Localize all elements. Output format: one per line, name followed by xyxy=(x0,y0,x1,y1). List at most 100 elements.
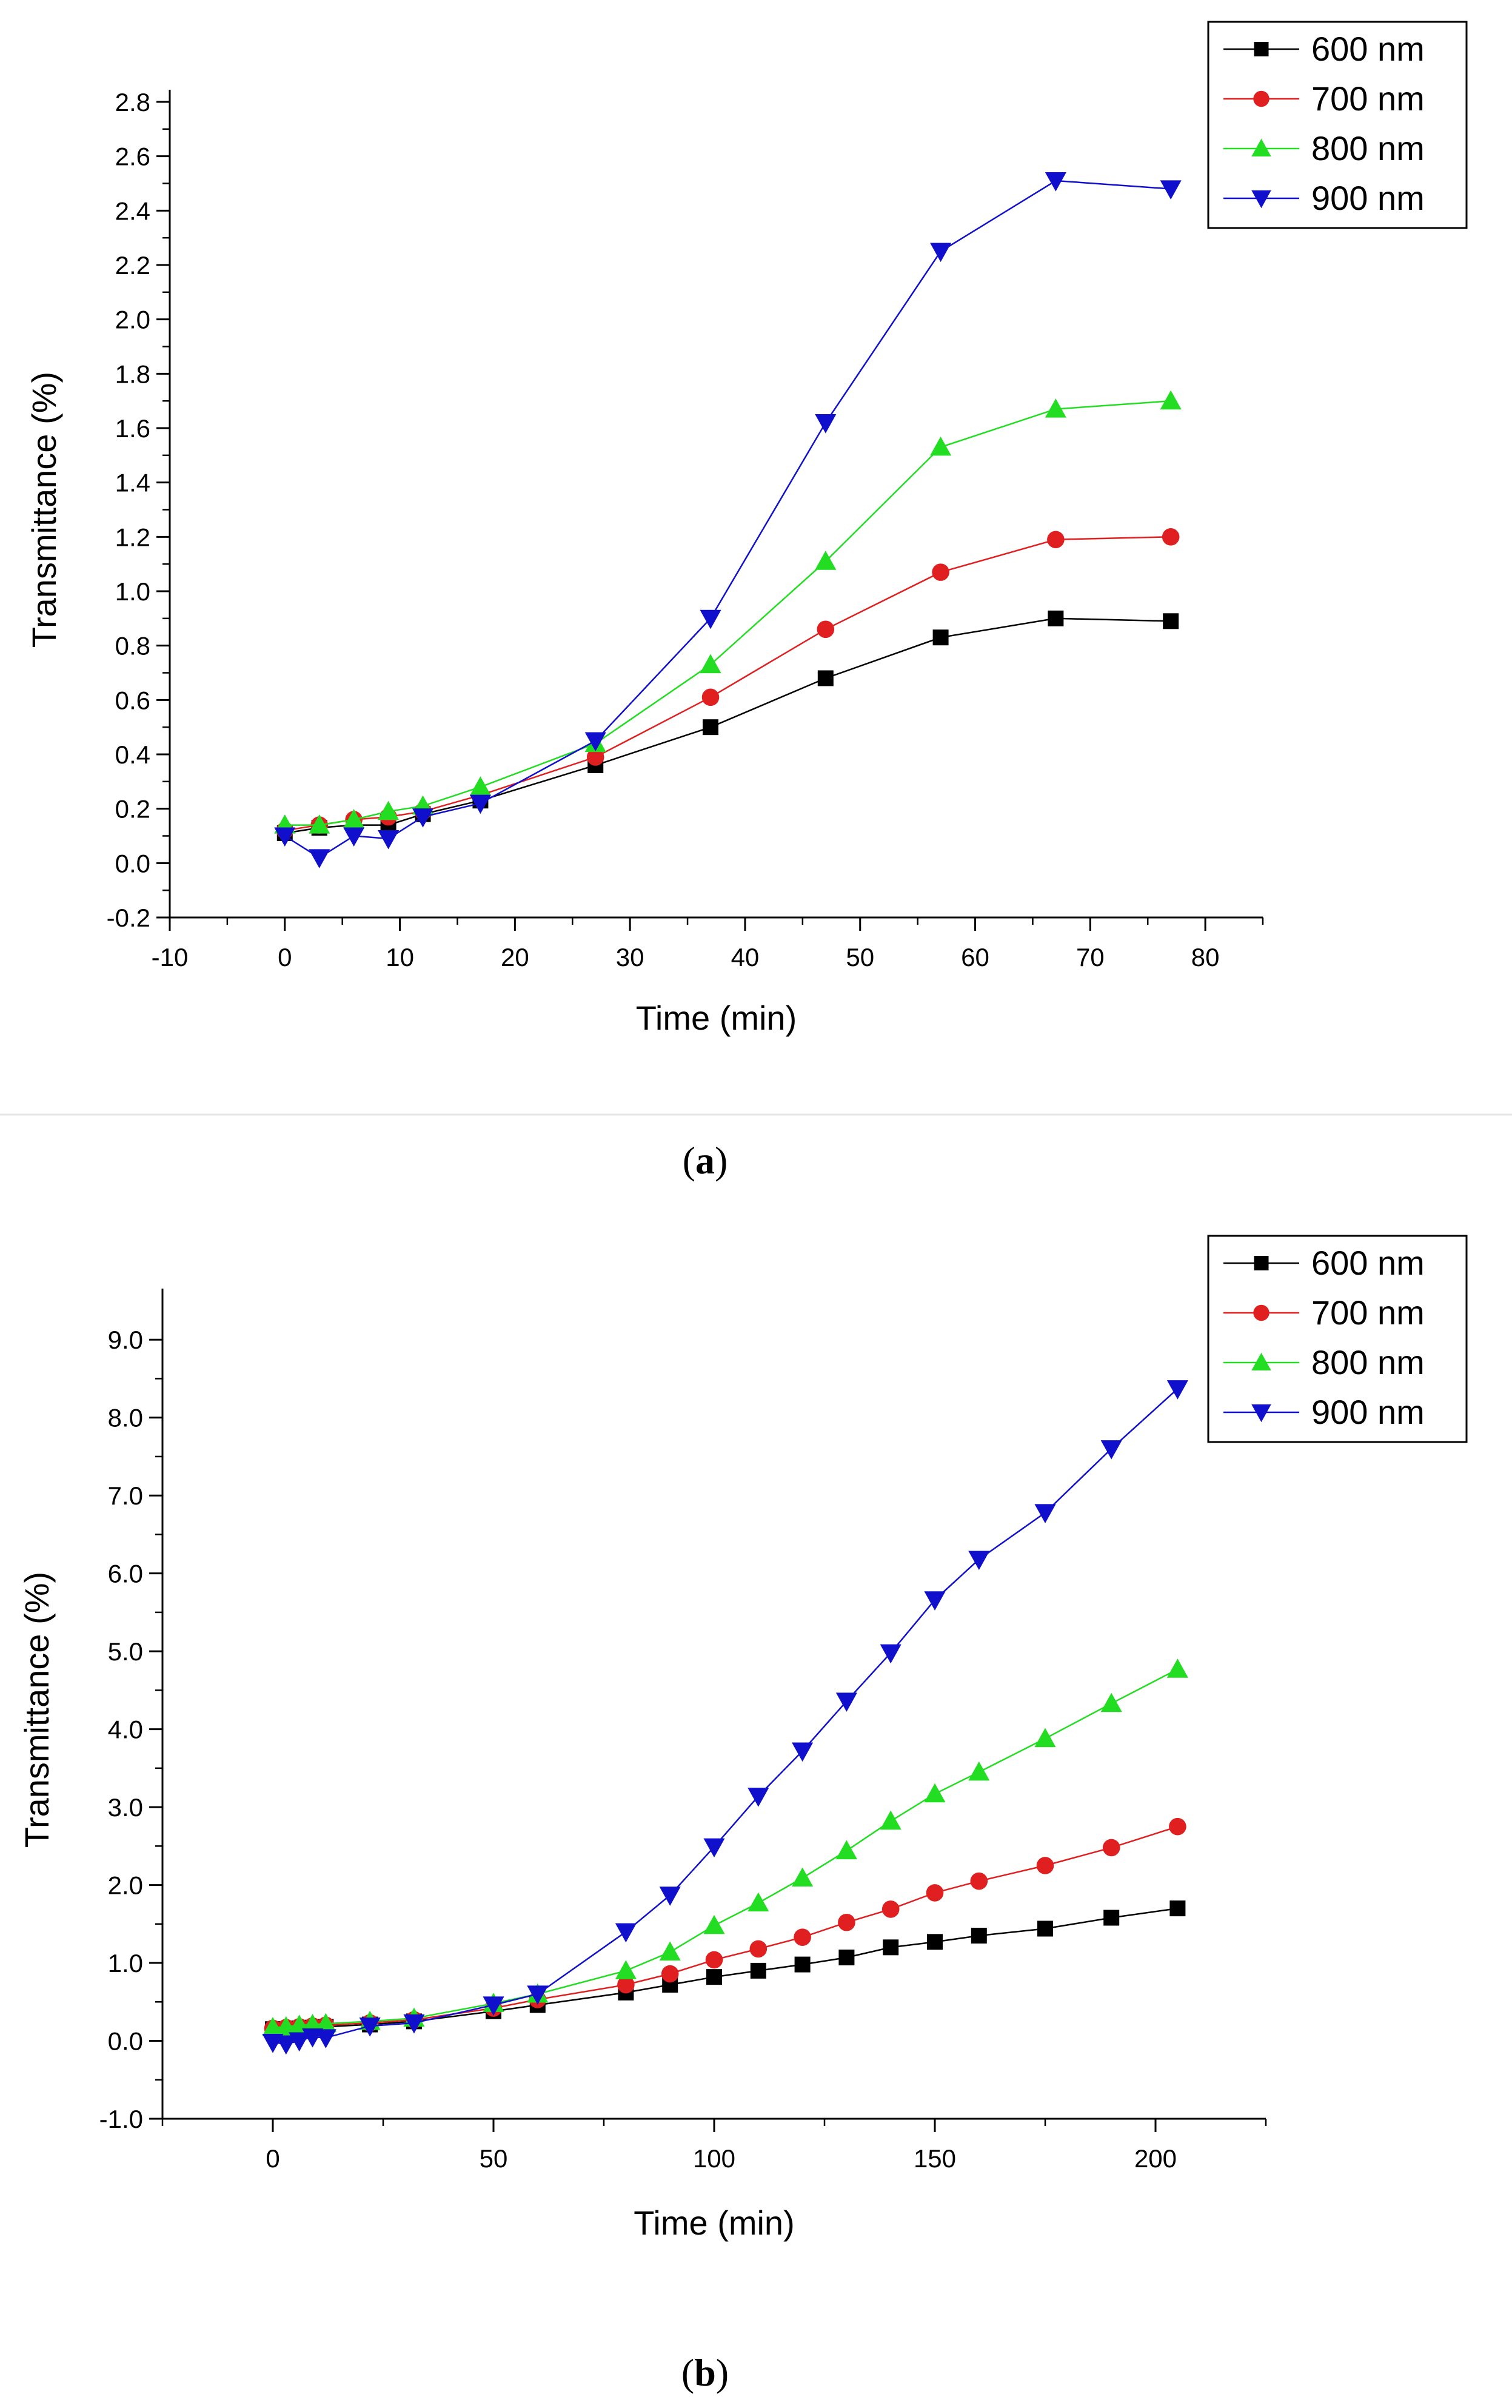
legend-marker xyxy=(1254,1256,1269,1270)
y-tick-label: 1.2 xyxy=(115,523,150,551)
data-point xyxy=(1034,1728,1056,1748)
y-tick-label: 0.8 xyxy=(115,632,150,660)
caption-b-open: ( xyxy=(681,2351,694,2394)
legend-label: 800 nm xyxy=(1311,129,1425,167)
data-point xyxy=(748,1788,769,1807)
series-800-nm xyxy=(262,1658,1188,2036)
y-tick-label: 5.0 xyxy=(108,1637,143,1666)
data-point xyxy=(275,2035,297,2055)
x-tick-label: 30 xyxy=(616,943,644,971)
data-point xyxy=(968,1551,990,1571)
data-point xyxy=(930,436,952,456)
data-point xyxy=(469,794,491,814)
legend: 600 nm 700 nm 800 nm 900 nm xyxy=(1207,21,1468,229)
data-point xyxy=(1037,1920,1053,1937)
data-point xyxy=(1100,1692,1122,1712)
data-point xyxy=(815,414,837,434)
data-point xyxy=(1103,1910,1120,1926)
legend-marker xyxy=(1253,1304,1269,1321)
y-tick-label: 0.6 xyxy=(115,686,150,714)
data-point xyxy=(749,1940,768,1958)
data-point xyxy=(700,609,721,629)
legend: 600 nm 700 nm 800 nm 900 nm xyxy=(1207,1235,1468,1443)
data-point xyxy=(838,1950,855,1966)
y-tick-label: 0.4 xyxy=(115,740,150,769)
y-tick-label: -0.2 xyxy=(107,904,150,932)
data-point xyxy=(359,2017,381,2037)
data-point xyxy=(932,563,949,581)
data-point xyxy=(309,814,330,834)
data-point xyxy=(838,1913,855,1931)
legend-box xyxy=(1207,21,1468,229)
y-tick-label: 2.0 xyxy=(108,1871,143,1900)
y-tick-label: 7.0 xyxy=(108,1481,143,1510)
data-point xyxy=(927,1934,943,1950)
data-point xyxy=(706,1969,722,1985)
x-tick-label: 50 xyxy=(480,2144,508,2173)
y-tick-label: 0.0 xyxy=(108,2027,143,2056)
data-point xyxy=(1169,1900,1186,1917)
legend-marker xyxy=(1251,1352,1271,1370)
data-point xyxy=(930,243,952,263)
series-line xyxy=(272,1388,1179,2045)
caption-b: (b) xyxy=(681,2351,729,2394)
legend-label: 800 nm xyxy=(1311,1343,1425,1381)
x-tick-label: 200 xyxy=(1134,2144,1177,2173)
y-axis-title: Transmittance (%) xyxy=(25,372,63,648)
data-point xyxy=(343,827,365,847)
data-point xyxy=(794,1956,811,1973)
legend-box xyxy=(1207,1235,1468,1443)
data-point xyxy=(584,732,606,752)
x-tick-label: 50 xyxy=(846,943,874,971)
series-900-nm xyxy=(262,1380,1188,2055)
data-point xyxy=(615,1960,637,1979)
legend-marker xyxy=(1253,90,1269,107)
x-tick-label: 0 xyxy=(266,2144,279,2173)
data-point xyxy=(309,849,330,868)
y-tick-label: 1.0 xyxy=(108,1949,143,1977)
y-tick-label: 2.6 xyxy=(115,143,150,171)
data-point xyxy=(703,1838,725,1858)
legend-marker xyxy=(1254,42,1269,56)
y-tick-label: 1.6 xyxy=(115,414,150,443)
data-point xyxy=(1045,172,1066,192)
series-line xyxy=(284,617,1171,834)
data-point xyxy=(748,1892,769,1912)
x-tick-label: 20 xyxy=(501,943,529,971)
data-point xyxy=(1160,390,1182,410)
y-tick-label: 1.4 xyxy=(115,469,150,497)
data-point xyxy=(343,809,365,828)
data-point xyxy=(880,1810,902,1830)
y-tick-label: 0.2 xyxy=(115,795,150,823)
data-point xyxy=(932,629,949,646)
data-point xyxy=(403,2014,425,2034)
chart-b: -1.0 0.0 1.0 2.0 3.0 4.0 5.0 6.0 7.0 8.0 9.0 0 50 100… xyxy=(18,1235,1468,2242)
data-point xyxy=(794,1928,811,1946)
series-line xyxy=(284,536,1171,831)
data-point xyxy=(586,748,604,766)
data-point xyxy=(701,688,720,706)
data-point xyxy=(1047,531,1065,549)
legend-label: 900 nm xyxy=(1311,179,1425,217)
data-point xyxy=(924,1591,946,1611)
data-point xyxy=(527,1985,549,2005)
y-tick-label: 3.0 xyxy=(108,1793,143,1822)
caption-a-close: ) xyxy=(715,1139,728,1182)
y-tick-label: 4.0 xyxy=(108,1715,143,1744)
data-point xyxy=(924,1783,946,1803)
data-point xyxy=(815,551,837,570)
data-point xyxy=(703,719,719,736)
data-point xyxy=(469,776,491,796)
series-line xyxy=(284,400,1171,826)
data-point xyxy=(1045,398,1066,418)
data-point xyxy=(1034,1504,1056,1524)
data-point xyxy=(661,1965,679,1983)
data-point xyxy=(659,1886,681,1906)
data-point xyxy=(703,1914,725,1934)
legend-label: 700 nm xyxy=(1311,1293,1425,1332)
y-tick-label: 2.8 xyxy=(115,88,150,116)
data-point xyxy=(881,1900,900,1918)
data-point xyxy=(835,1840,857,1860)
legend-label: 600 nm xyxy=(1311,30,1425,68)
